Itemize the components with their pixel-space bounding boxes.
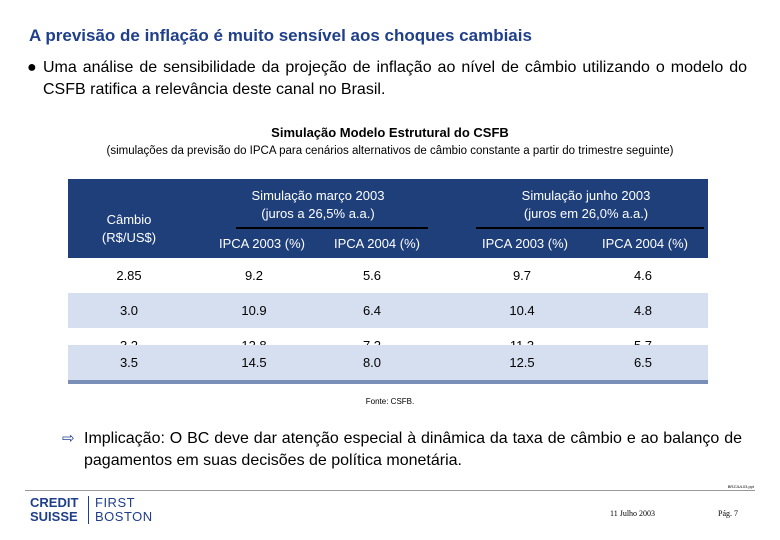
- cell-marco-2004: 6.4: [362, 303, 382, 318]
- cell-junho-2004: 6.5: [633, 355, 653, 370]
- footer-date: 11 Julho 2003: [610, 509, 656, 518]
- cell-junho-2003: 9.7: [512, 268, 532, 283]
- header-group-junho-line2: (juros em 26,0% a.a.): [523, 206, 649, 221]
- intro-bullet: ● Uma análise de sensibilidade da projeç…: [27, 57, 747, 101]
- cell-marco-2004: 8.0: [362, 355, 382, 370]
- table-row: 3.0 10.9 6.4 10.4 4.8: [68, 293, 708, 328]
- cell-marco-2003: 9.2: [244, 268, 264, 283]
- table-header: Câmbio (R$/US$) Simulação março 2003 (ju…: [68, 179, 708, 258]
- file-reference: BRZJUL03.ppt: [727, 484, 754, 489]
- cell-cambio: 2.85: [116, 268, 142, 283]
- header-divider-2: [476, 227, 704, 229]
- footer-divider: [25, 490, 755, 491]
- cell-marco-2004: 5.6: [362, 268, 382, 283]
- cell-cambio: 3.5: [119, 355, 139, 370]
- table-row: 3.5 14.5 8.0 12.5 6.5: [68, 345, 708, 380]
- logo-credit-suisse: CREDIT SUISSE: [30, 496, 78, 524]
- header-cambio-line2: (R$/US$): [101, 230, 157, 245]
- cell-cambio: 3.0: [119, 303, 139, 318]
- header-cambio-line1: Câmbio: [106, 212, 152, 227]
- logo-credit: CREDIT: [30, 495, 79, 510]
- logo-first: FIRST: [95, 495, 136, 510]
- cell-marco-2003: 10.9: [241, 303, 267, 318]
- bullet-icon: ●: [27, 59, 37, 76]
- logo-boston: BOSTON: [95, 509, 153, 524]
- header-group-junho: Simulação junho 2003 (juros em 26,0% a.a…: [486, 187, 686, 223]
- implication-text: Implicação: O BC deve dar atenção especi…: [84, 430, 742, 469]
- header-divider-1: [236, 227, 428, 229]
- subheader-marco-2003: IPCA 2003 (%): [219, 236, 305, 251]
- cell-junho-2004: 4.8: [633, 303, 653, 318]
- header-group-marco: Simulação março 2003 (juros a 26,5% a.a.…: [208, 187, 428, 223]
- header-group-marco-line2: (juros a 26,5% a.a.): [261, 206, 375, 221]
- subheader-marco-2004: IPCA 2004 (%): [334, 236, 420, 251]
- logo-suisse: SUISSE: [30, 509, 78, 524]
- subheader-junho-2004: IPCA 2004 (%): [602, 236, 688, 251]
- intro-text: Uma análise de sensibilidade da projeção…: [43, 59, 747, 98]
- header-cambio: Câmbio (R$/US$): [68, 211, 190, 247]
- simulation-title: Simulação Modelo Estrutural do CSFB: [271, 125, 509, 140]
- header-group-marco-line1: Simulação março 2003: [251, 188, 385, 203]
- page-title: A previsão de inflação é muito sensível …: [29, 26, 532, 45]
- cell-junho-2003: 12.5: [509, 355, 535, 370]
- cell-junho-2003: 10.4: [509, 303, 535, 318]
- cell-marco-2003: 14.5: [241, 355, 267, 370]
- implication-bullet: ⇨ Implicação: O BC deve dar atenção espe…: [62, 428, 742, 472]
- simulation-table: Câmbio (R$/US$) Simulação março 2003 (ju…: [68, 179, 708, 384]
- page-number: Pág. 7: [718, 509, 738, 518]
- arrow-right-icon: ⇨: [62, 430, 75, 447]
- table-row: 2.85 9.2 5.6 9.7 4.6: [68, 258, 708, 293]
- source-note: Fonte: CSFB.: [365, 397, 415, 406]
- table-bottom-border: [68, 380, 708, 384]
- subheader-junho-2003: IPCA 2003 (%): [482, 236, 568, 251]
- header-group-junho-line1: Simulação junho 2003: [521, 188, 651, 203]
- logo-first-boston: FIRST BOSTON: [95, 496, 153, 524]
- simulation-subtitle: (simulações da previsão do IPCA para cen…: [106, 145, 674, 157]
- logo-separator: [88, 496, 89, 524]
- cell-junho-2004: 4.6: [633, 268, 653, 283]
